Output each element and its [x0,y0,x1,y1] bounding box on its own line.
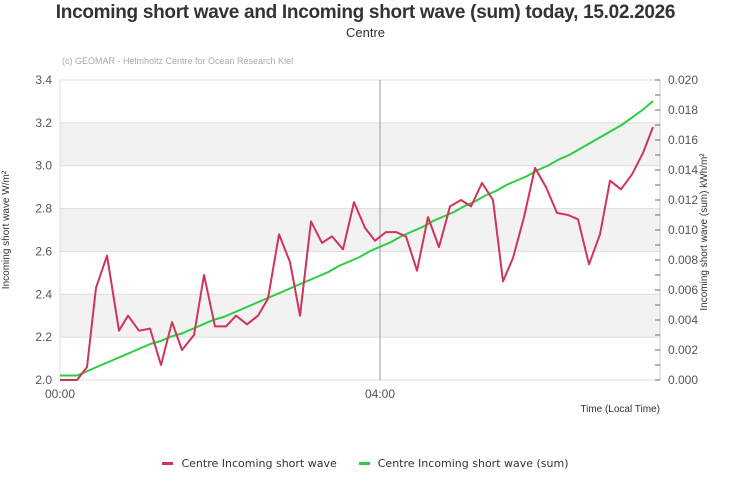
legend-swatch-icon [358,462,370,465]
right-axis-ticks: 0.000 0.002 0.004 0.006 0.008 0.010 0.012 0.014… [655,73,698,387]
x-axis-ticks: 00:00 04:00 [45,387,395,401]
svg-text:3.0: 3.0 [35,159,52,173]
svg-text:0.016: 0.016 [668,133,698,147]
svg-text:0.020: 0.020 [668,73,698,87]
svg-text:0.014: 0.014 [668,163,698,177]
series-sum-line[interactable] [60,100,654,377]
credit-text: (c) GEOMAR - Helmholtz Centre for Ocean … [62,56,294,66]
svg-text:00:00: 00:00 [45,387,75,401]
svg-text:0.004: 0.004 [668,313,698,327]
svg-text:3.4: 3.4 [35,73,52,87]
x-axis-title: Time (Local Time) [580,404,660,415]
svg-text:0.006: 0.006 [668,283,698,297]
left-axis-ticks: 2.0 2.2 2.4 2.6 2.8 3.0 3.2 3.4 [35,73,52,387]
right-axis-title: Incoming short wave (sum) kWh/m² [699,153,710,311]
legend-label: Centre Incoming short wave (sum) [377,457,569,470]
svg-text:2.0: 2.0 [35,373,52,387]
svg-text:04:00: 04:00 [365,387,395,401]
grid-lines [59,79,661,381]
chart-subtitle: Centre [345,25,386,40]
svg-text:0.010: 0.010 [668,223,698,237]
series-incoming-line[interactable] [60,126,654,381]
svg-text:2.8: 2.8 [35,202,52,216]
svg-text:3.2: 3.2 [35,116,52,130]
legend-swatch-icon [162,462,174,465]
svg-text:0.000: 0.000 [668,373,698,387]
svg-text:0.002: 0.002 [668,343,698,357]
legend-label: Centre Incoming short wave [181,457,337,470]
legend-item-incoming[interactable]: Centre Incoming short wave [162,457,337,470]
legend-item-sum[interactable]: Centre Incoming short wave (sum) [358,457,569,470]
svg-text:0.008: 0.008 [668,253,698,267]
svg-text:2.6: 2.6 [35,244,52,258]
svg-text:0.018: 0.018 [668,103,698,117]
left-axis-title: Incoming short wave W/m² [1,170,12,289]
chart-title: Incoming short wave and Incoming short w… [55,2,676,23]
svg-text:2.4: 2.4 [35,287,52,301]
svg-text:0.012: 0.012 [668,193,698,207]
svg-text:2.2: 2.2 [35,330,52,344]
legend: Centre Incoming short wave Centre Incomi… [0,457,731,470]
